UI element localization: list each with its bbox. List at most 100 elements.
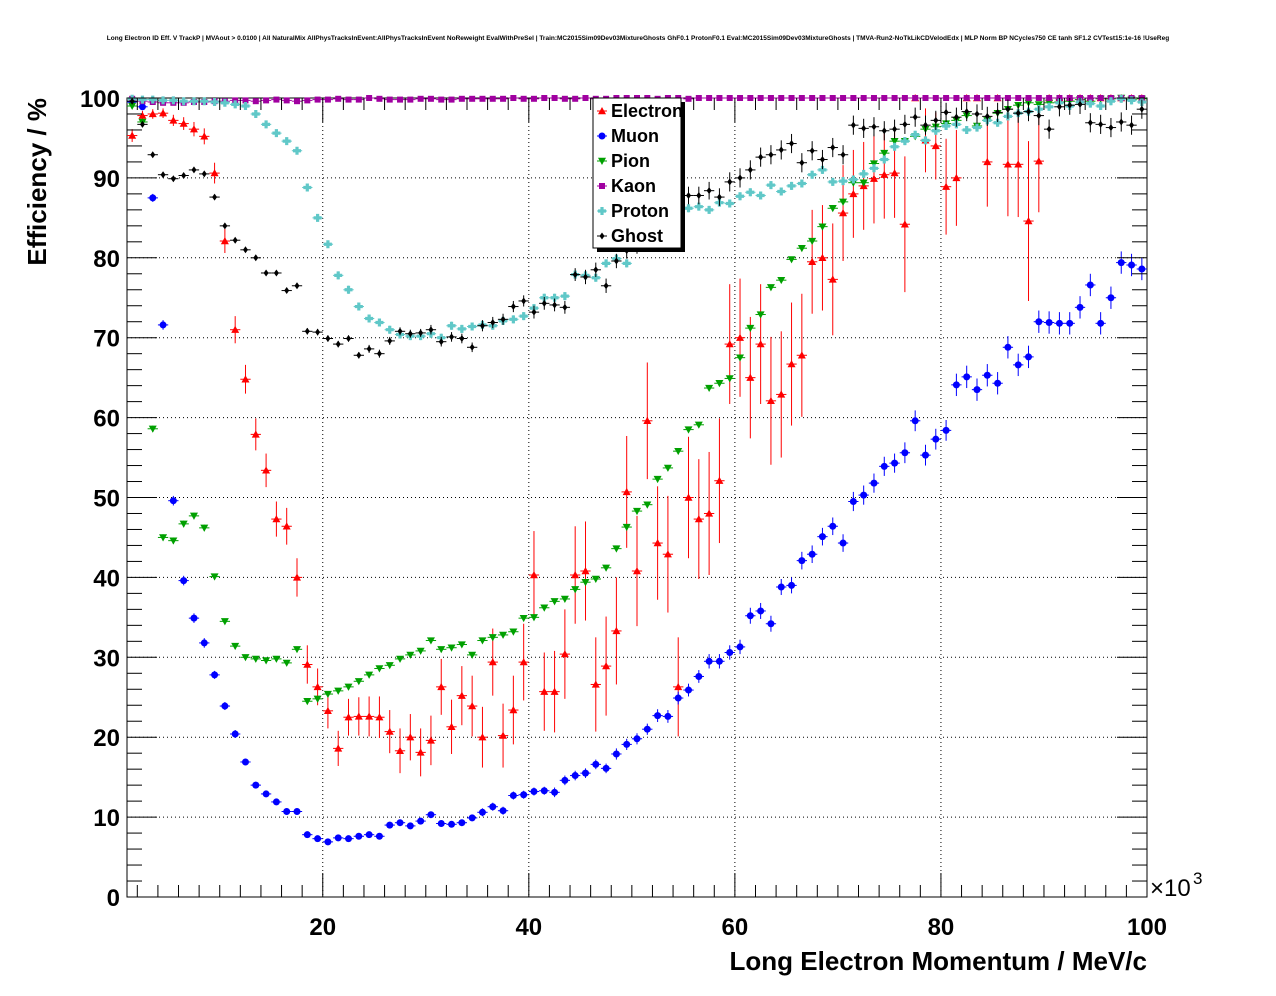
marker [304,327,310,335]
marker [1077,100,1083,108]
muon-point [487,802,498,811]
marker [519,312,528,321]
muon-point [1116,251,1127,274]
marker [222,222,228,230]
proton-point [559,292,571,301]
muon-point [188,613,200,623]
marker [416,748,425,756]
marker [438,96,445,103]
marker [571,571,580,579]
marker [1127,96,1136,105]
pion-point [497,631,509,639]
marker [943,108,949,116]
ghost-point [157,171,169,179]
proton-point [302,183,313,192]
marker [633,507,641,516]
marker [345,96,352,103]
electron-point [322,693,334,729]
marker [912,95,919,101]
ghost-point [240,246,251,254]
kaon-point [302,97,313,104]
marker [736,192,745,201]
marker [1097,95,1104,101]
y-tick-label: 100 [80,86,120,113]
marker [602,662,611,670]
legend-label: Kaon [611,176,656,196]
muon-point [363,831,375,839]
marker [252,781,260,789]
muon-point [230,730,241,738]
marker [603,282,609,290]
marker [766,284,775,292]
marker [984,112,990,120]
kaon-point [745,95,756,101]
kaon-point [436,96,447,103]
kaon-point [394,96,406,103]
marker [602,259,611,268]
marker [952,173,961,182]
proton-point [827,177,838,186]
ghost-point [755,147,766,167]
marker [520,95,527,102]
ghost-point [199,170,210,178]
marker [242,246,248,254]
muon-point [302,831,313,839]
ghost-point [436,336,447,347]
marker [365,671,374,679]
marker [251,109,260,118]
marker [1118,118,1124,126]
marker [850,95,857,101]
marker [705,384,714,393]
proton-point [291,146,303,155]
ghost-point [518,295,529,307]
pion-point [776,276,787,285]
marker [488,658,497,666]
muon-point [1136,257,1147,281]
electron-point [343,698,354,736]
proton-point [322,240,334,249]
marker [251,430,260,438]
marker [365,314,374,323]
marker [591,273,600,282]
ghost-point [703,181,715,200]
marker [232,236,238,244]
proton-point [508,315,519,324]
muon-point [693,670,704,683]
marker [375,832,383,840]
marker [653,539,662,547]
marker [799,159,805,167]
marker [1045,319,1053,327]
muon-point [1126,253,1137,277]
pion-point [807,237,818,246]
proton-point [384,325,395,334]
marker [809,95,816,101]
marker [427,811,435,819]
legend-item-pion: Pion [597,151,650,171]
electron-point [250,418,261,451]
marker [613,257,619,265]
marker [1025,353,1033,361]
muon-point [1074,296,1086,319]
marker [220,237,229,245]
muon-point [910,410,921,432]
electron-point [291,558,303,597]
marker [880,462,888,470]
marker [406,733,415,741]
kaon-point [549,95,560,101]
muon-point [240,758,251,766]
marker [1026,108,1032,116]
marker [170,175,176,183]
pion-point [600,564,612,572]
muon-point [157,320,169,330]
pion-point [250,655,261,663]
marker [581,578,590,587]
y-tick-label: 40 [93,565,120,592]
marker [314,96,321,103]
ghost-point [137,120,148,128]
proton-point [765,181,777,190]
marker [900,137,909,146]
marker [1067,101,1073,109]
electron-point [1002,112,1014,217]
marker [881,127,887,135]
muon-point [271,798,282,806]
